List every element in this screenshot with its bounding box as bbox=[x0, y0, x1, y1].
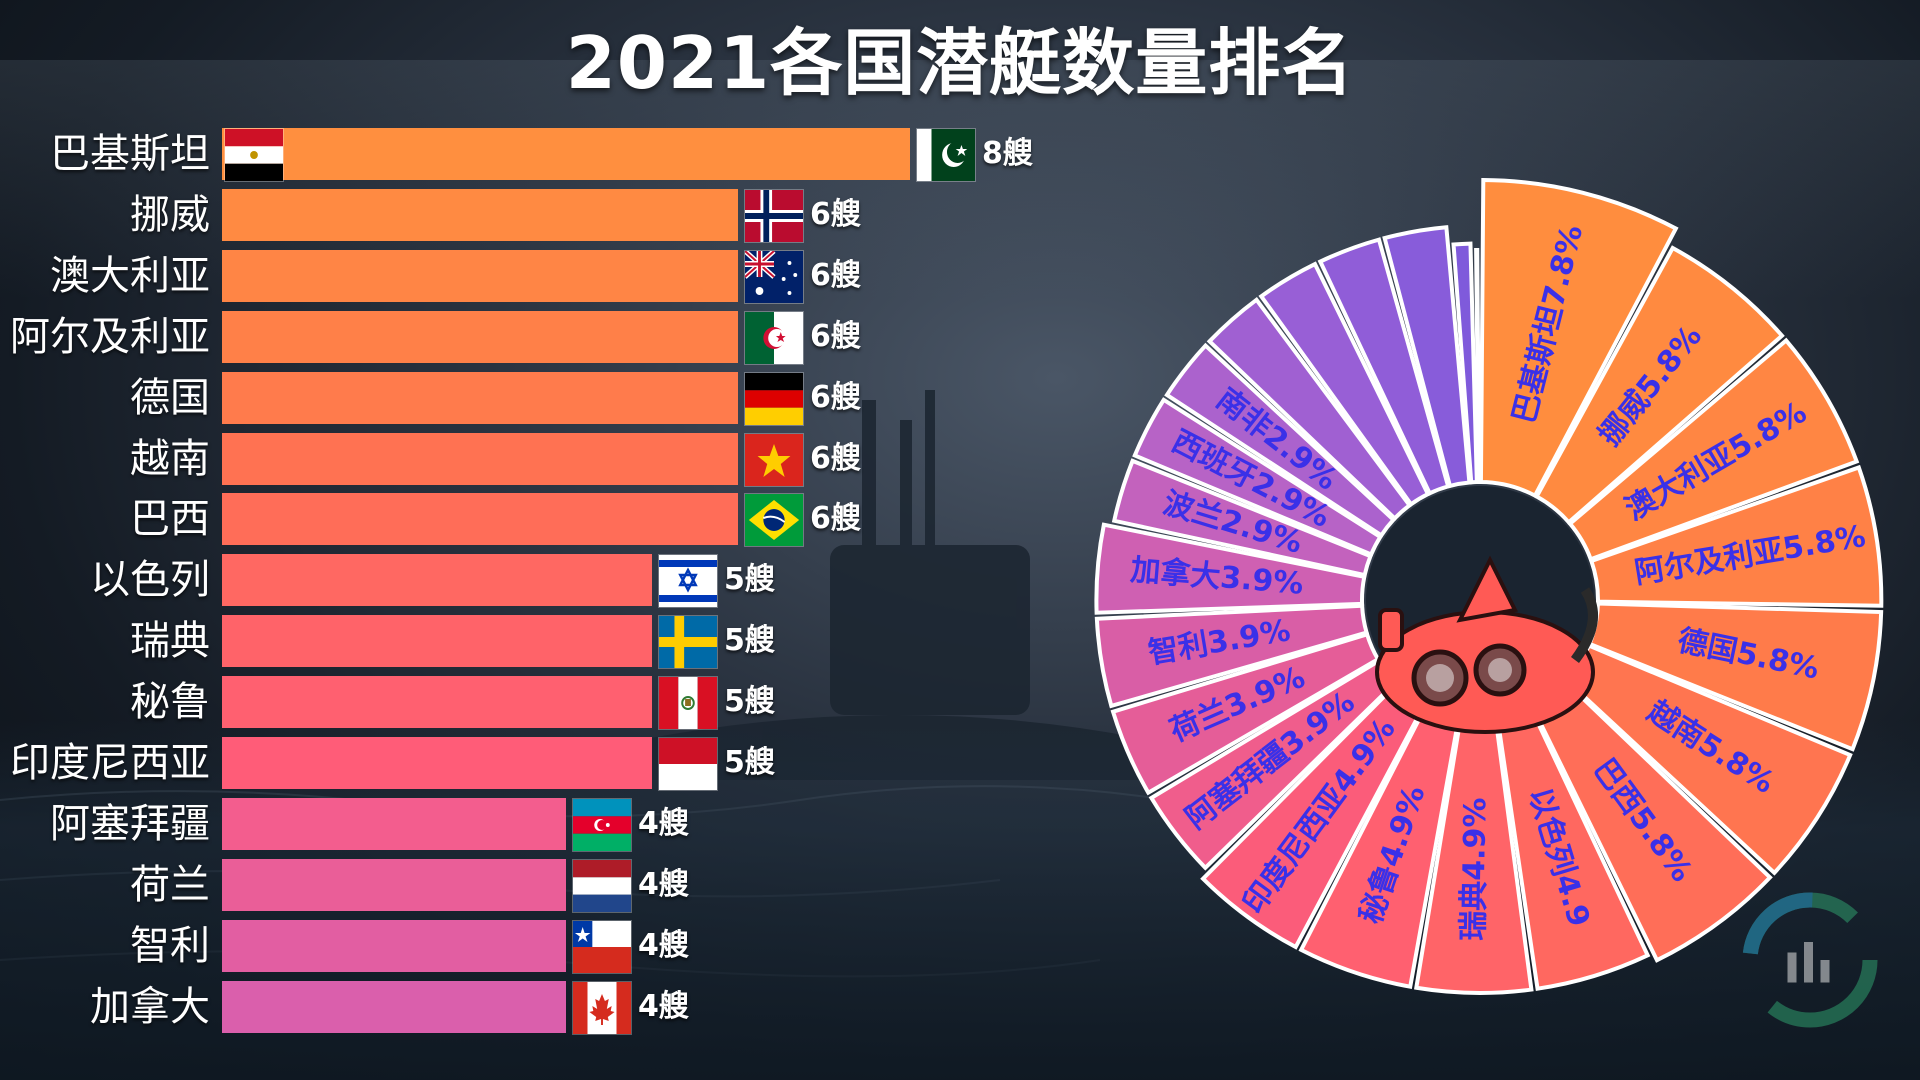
israel-flag-icon bbox=[658, 554, 718, 609]
azerbaijan-flag-icon bbox=[572, 797, 632, 852]
chart-title: 2021各国潜艇数量排名 bbox=[565, 21, 1355, 105]
bar-row: 瑞典 5艘 bbox=[0, 613, 1050, 670]
bar-category-label: 阿尔及利亚 bbox=[10, 313, 210, 360]
bar-row: 巴西 6艘 bbox=[0, 491, 1050, 548]
bar-value-label: 6艘 bbox=[810, 501, 861, 537]
bar-category-label: 秘鲁 bbox=[130, 679, 210, 726]
donut-segment bbox=[1588, 464, 1884, 608]
pakistan-flag-icon bbox=[916, 128, 976, 182]
brazil-flag-icon bbox=[744, 493, 804, 548]
bar-category-label: 以色列 bbox=[90, 557, 210, 604]
bar-row: 加拿大 4艘 bbox=[0, 979, 1050, 1035]
bar-row: 以色列 5艘 bbox=[0, 552, 1050, 609]
peru-flag-icon bbox=[658, 676, 718, 731]
australia-flag-icon bbox=[744, 249, 804, 304]
donut-segment bbox=[1206, 296, 1413, 522]
chile-flag-icon bbox=[572, 919, 632, 974]
norway-flag-icon bbox=[744, 188, 804, 243]
bar-category-label: 越南 bbox=[130, 435, 210, 482]
bar-value-label: 8艘 bbox=[982, 136, 1033, 171]
donut-segment bbox=[1451, 241, 1479, 485]
bar bbox=[222, 615, 652, 668]
donut-segment bbox=[1110, 631, 1381, 796]
donut-segment bbox=[1094, 603, 1370, 709]
bar bbox=[222, 737, 652, 789]
bar-category-label: 印度尼西亚 bbox=[10, 740, 210, 786]
bar-value-label: 4艘 bbox=[638, 988, 689, 1024]
netherlands-flag-icon bbox=[572, 858, 632, 913]
bar-value-label: 6艘 bbox=[810, 257, 861, 293]
chart-logo-watermark-icon bbox=[1742, 892, 1878, 1028]
bar-row: 德国 6艘 bbox=[0, 370, 1050, 426]
bar bbox=[222, 554, 652, 607]
bar-value-label: 4艘 bbox=[638, 805, 689, 841]
algeria-flag-icon bbox=[744, 310, 804, 365]
bar-category-label: 巴基斯坦 bbox=[50, 131, 210, 177]
germany-flag-icon bbox=[744, 371, 804, 426]
donut-segment bbox=[1474, 247, 1482, 485]
indonesia-flag-icon bbox=[658, 737, 718, 791]
bar-category-label: 智利 bbox=[130, 922, 210, 969]
donut-segment bbox=[1132, 397, 1384, 558]
bar-value-label: 5艘 bbox=[724, 562, 775, 598]
bar-category-label: 瑞典 bbox=[130, 618, 210, 665]
bar-row: 越南 6艘 bbox=[0, 431, 1050, 487]
vietnam-flag-icon bbox=[744, 432, 804, 487]
bar-value-label: 4艘 bbox=[638, 927, 689, 963]
bar-row: 阿塞拜疆 4艘 bbox=[0, 796, 1050, 852]
donut-segment bbox=[1258, 261, 1431, 508]
bar-value-label: 6艘 bbox=[810, 196, 861, 232]
bar-category-label: 巴西 bbox=[130, 496, 210, 543]
sweden-flag-icon bbox=[658, 615, 718, 670]
bar-chart: 巴基斯坦 8艘 挪威 6艘 澳大利亚 6艘 阿尔及利亚 6艘 德国 6艘 越南 6艘 巴西 6艘 以色列 5艘… bbox=[0, 126, 1050, 1035]
bar-value-label: 6艘 bbox=[810, 318, 861, 354]
bar bbox=[222, 188, 738, 241]
bar-category-label: 阿塞拜疆 bbox=[50, 800, 210, 847]
donut-segment bbox=[1164, 342, 1397, 539]
bar bbox=[222, 676, 652, 729]
bar-row: 印度尼西亚 5艘 bbox=[0, 735, 1050, 791]
egypt-flag-icon bbox=[224, 128, 284, 182]
donut-segment bbox=[1094, 522, 1367, 615]
red-cartoon-submarine-icon bbox=[1375, 555, 1598, 734]
bar-category-label: 挪威 bbox=[130, 191, 210, 238]
donut-segment bbox=[1111, 458, 1374, 578]
bar-row: 阿尔及利亚 6艘 bbox=[0, 309, 1050, 365]
bar bbox=[222, 493, 738, 546]
bar-row: 智利 4艘 bbox=[0, 918, 1050, 974]
bar-row: 巴基斯坦 8艘 bbox=[0, 126, 1050, 182]
bar bbox=[222, 371, 738, 424]
donut-segment bbox=[1478, 177, 1679, 499]
bar-category-label: 荷兰 bbox=[130, 861, 210, 908]
bar-value-label: 5艘 bbox=[724, 684, 775, 720]
bar bbox=[222, 432, 738, 485]
canada-flag-icon bbox=[572, 980, 632, 1035]
bar-category-label: 澳大利亚 bbox=[50, 252, 210, 299]
donut-segment bbox=[1317, 237, 1451, 496]
bar-value-label: 4艘 bbox=[638, 866, 689, 902]
bar bbox=[222, 919, 566, 972]
bar bbox=[222, 980, 566, 1033]
donut-segment bbox=[1382, 225, 1472, 489]
bar-row: 澳大利亚 6艘 bbox=[0, 248, 1050, 304]
donut-segment bbox=[1533, 245, 1785, 526]
bar-row: 荷兰 4艘 bbox=[0, 857, 1050, 913]
donut-chart: 巴基斯坦7.8% 挪威5.8%澳大利亚5.8%阿尔及利亚5.8%德国5.8%越南5… bbox=[1094, 177, 1884, 995]
bar bbox=[222, 858, 566, 911]
bar-category-label: 德国 bbox=[130, 374, 210, 421]
bar-value-label: 6艘 bbox=[810, 440, 861, 476]
bar-value-label: 6艘 bbox=[810, 379, 861, 415]
donut-segment bbox=[1567, 337, 1860, 562]
bar-row: 秘鲁 5艘 bbox=[0, 674, 1050, 731]
bar-category-label: 加拿大 bbox=[90, 983, 210, 1030]
bar-value-label: 5艘 bbox=[724, 623, 775, 659]
bar bbox=[222, 249, 738, 302]
bar bbox=[222, 128, 910, 180]
donut-segment-label: 瑞典4.9% bbox=[1456, 797, 1493, 941]
bar bbox=[222, 797, 566, 850]
bar bbox=[222, 310, 738, 363]
bar-value-label: 5艘 bbox=[724, 745, 775, 780]
bar-row: 挪威 6艘 bbox=[0, 187, 1050, 243]
